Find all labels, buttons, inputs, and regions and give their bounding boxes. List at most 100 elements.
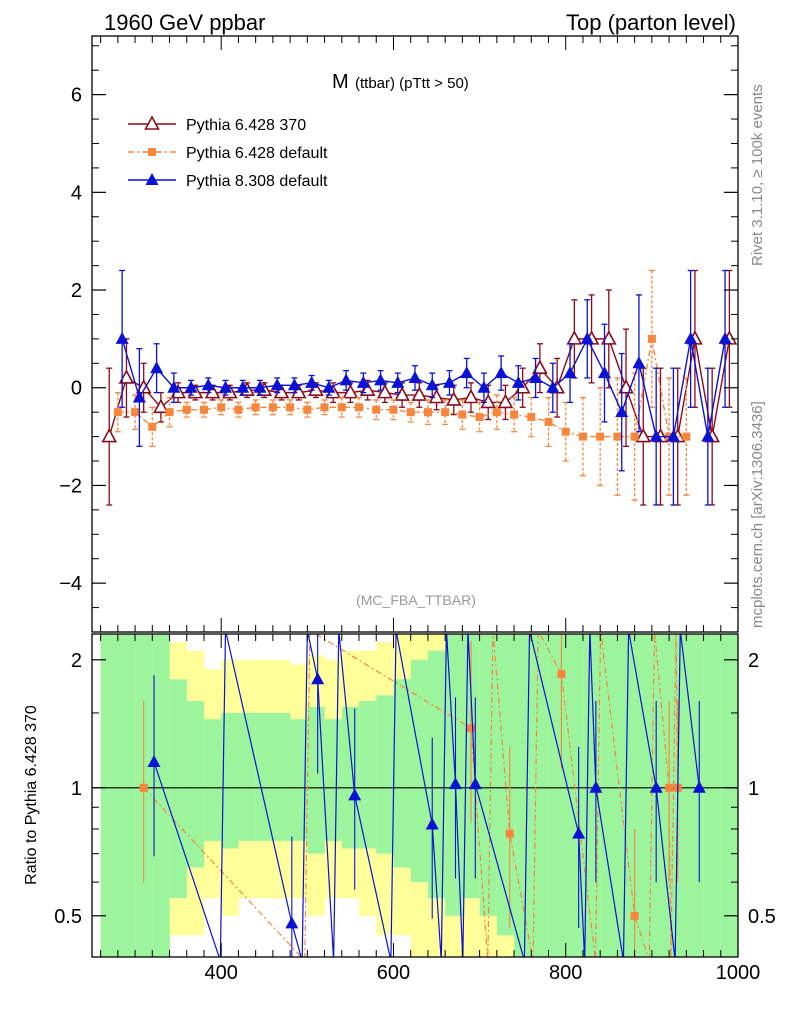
data-point [630,432,639,441]
data-point [131,408,140,417]
data-point [184,380,198,393]
header-left: 1960 GeV ppbar [104,10,265,35]
ratio-point [311,672,325,685]
ratio-point [692,780,706,793]
data-point [374,373,388,386]
data-point [532,359,548,374]
data-point [270,378,284,391]
legend-marker [144,115,160,130]
inner-uncertainty-band [307,706,325,854]
inner-uncertainty-band [272,712,291,841]
data-point [445,391,462,406]
data-point [441,408,450,417]
inner-uncertainty-band [600,634,618,957]
data-point [153,398,169,414]
ratio-point [665,783,674,792]
data-point [600,330,617,345]
data-point [632,356,646,369]
data-point [666,429,680,442]
data-point [118,369,135,384]
data-point [597,366,611,379]
data-point [458,410,467,419]
data-point [182,405,191,414]
data-point [322,380,336,393]
inner-uncertainty-band [359,701,377,849]
main-series-layer [101,269,738,506]
data-point [217,403,226,412]
data-point [150,361,164,374]
x-tick-label: 1000 [716,962,761,984]
data-point [428,388,445,404]
series-line-1 [117,338,687,438]
data-point [477,380,491,393]
data-point [391,375,405,388]
data-point [356,375,370,388]
y-tick-label: 4 [71,182,82,204]
data-point [718,331,732,344]
data-point [165,408,174,417]
ratio-point [505,829,514,838]
data-point [204,383,221,399]
x-tick-label: 400 [205,962,238,984]
ratio-point [557,670,566,679]
ratio-point [649,780,663,793]
data-point [494,366,508,379]
inner-uncertainty-band [479,634,498,916]
inner-uncertainty-band [548,634,567,957]
data-point [377,383,393,399]
data-point [308,381,324,396]
y-tick-label: −4 [59,573,82,595]
main-panel: −4 −2 0 2 4 6 M (ttbar) (pTtt > 50) (MC_FBA_T… [59,35,739,633]
data-point [372,405,381,414]
ratio-point [348,788,362,801]
plot-title-main: M [332,71,349,93]
legend-marker [148,148,156,156]
data-point [201,378,215,391]
header-right: Top (parton level) [566,10,736,35]
ratio-panel: 0.5 0.5 1 1 2 2 400 600 800 1000 Ratio to Pythia … [23,633,776,984]
plot-title-sub: (ttbar) (pTtt > 50) [355,75,469,92]
inner-uncertainty-band [703,634,722,957]
legend: Pythia 6.428 370 Pythia 6.428 default Pyth… [128,115,328,190]
ratio-point [285,916,299,929]
analysis-watermark: (MC_FBA_TTBAR) [356,592,476,608]
data-point [394,386,410,401]
y-tick-label: −2 [59,475,82,497]
x-tick-label: 800 [549,962,582,984]
data-point [287,378,301,391]
data-point [460,366,474,379]
inner-uncertainty-band [341,706,360,849]
data-point [167,380,181,393]
ratio-point [139,783,148,792]
data-point [342,383,359,399]
inner-uncertainty-band [686,634,704,957]
legend-marker [145,173,159,185]
inner-uncertainty-band [324,719,343,841]
data-point [563,366,577,379]
data-point [273,383,290,399]
legend-label: Pythia 8.308 default [186,173,328,190]
data-point [320,403,329,412]
inner-uncertainty-band [720,634,738,957]
data-point [101,427,118,443]
rivet-version-label: Rivet 3.1.10, ≥ 100k events [749,84,766,266]
inner-uncertainty-band [204,719,222,841]
main-axes: −4 −2 0 2 4 6 [59,35,739,633]
inner-uncertainty-band [634,634,653,957]
ratio-bands-layer [92,634,738,957]
y-tick-label: 0 [71,378,82,400]
data-point [389,405,398,414]
data-point [527,413,536,422]
data-point [701,429,715,442]
inner-uncertainty-band [152,634,170,957]
ratio-y-axis-label: Ratio to Pythia 6.428 370 [23,705,40,885]
data-point [406,408,415,417]
inner-uncertainty-band [376,695,394,854]
inner-uncertainty-band [393,679,412,868]
ratio-point [466,724,475,733]
ratio-point [589,780,603,793]
ratio-point [147,754,161,767]
ratio-y-tick-label-left: 1 [71,778,82,800]
inner-uncertainty-band [565,634,584,957]
